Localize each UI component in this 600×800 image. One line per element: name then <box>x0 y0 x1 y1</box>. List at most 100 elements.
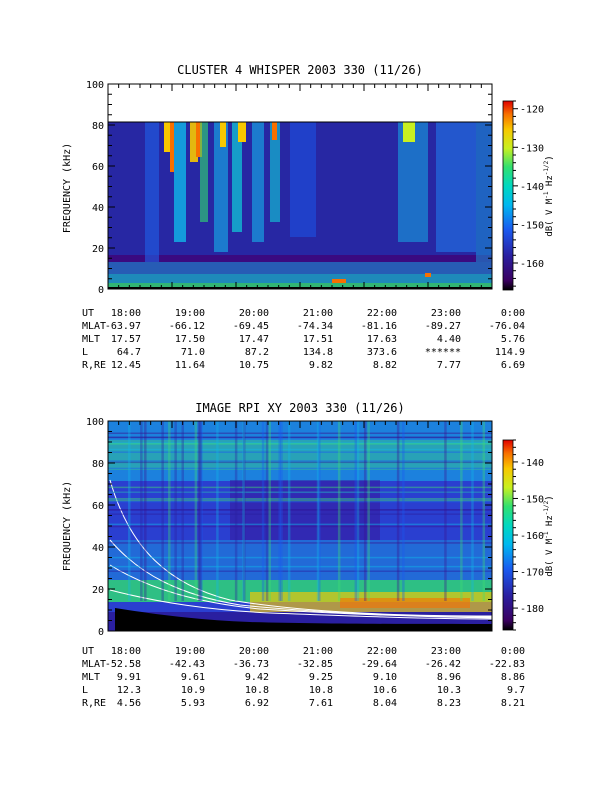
ephemeris-row-label: UT <box>82 646 94 657</box>
colorbar-tick-label: -120 <box>520 105 544 116</box>
emission-burst <box>270 122 280 222</box>
ephemeris-value: -69.45 <box>233 321 269 332</box>
spectrogram-area <box>108 421 493 631</box>
image-rpi-panel: IMAGE RPI XY 2003 330 (11/26) FREQUENCY … <box>62 401 555 709</box>
y-tick-label: 40 <box>92 543 104 554</box>
interference-stripe <box>181 421 184 601</box>
ephemeris-value: 17.57 <box>111 334 141 345</box>
interference-stripe <box>242 421 246 601</box>
interference-stripe <box>108 509 492 511</box>
y-tick-label: 0 <box>98 285 104 296</box>
ephemeris-value: 10.9 <box>181 685 205 696</box>
emission-burst <box>436 122 476 252</box>
emission-burst <box>272 122 277 140</box>
interference-stripe <box>265 421 269 601</box>
interference-stripe <box>108 436 492 439</box>
ephemeris-value: -89.27 <box>425 321 461 332</box>
interference-stripe <box>140 421 143 601</box>
y-tick-label: 40 <box>92 203 104 214</box>
ephemeris-value: 64.7 <box>117 347 141 358</box>
ephemeris-value: -76.04 <box>489 321 525 332</box>
upper-band <box>108 421 492 481</box>
ephemeris-value: 8.96 <box>437 672 461 683</box>
ephemeris-value: 20:00 <box>239 646 269 657</box>
ephemeris-row-label: MLAT <box>82 321 106 332</box>
ephemeris-row-label: MLT <box>82 334 100 345</box>
interference-stripe <box>108 556 492 559</box>
interference-stripe <box>108 432 492 435</box>
interference-stripe <box>144 421 147 601</box>
interference-stripe <box>108 448 492 451</box>
interference-stripe <box>108 486 492 489</box>
ephemeris-value: 21:00 <box>303 308 333 319</box>
mid-band <box>108 540 492 580</box>
interference-stripe <box>216 421 219 601</box>
emission-burst <box>252 122 264 242</box>
interference-stripe <box>354 421 358 601</box>
ephemeris-value: 9.91 <box>117 672 141 683</box>
interference-stripe <box>108 443 492 445</box>
y-tick-label: 100 <box>86 80 104 91</box>
ephemeris-value: 10.75 <box>239 360 269 371</box>
plasma-cutoff-trace <box>115 608 492 631</box>
ephemeris-value: 9.7 <box>507 685 525 696</box>
low-emission-band <box>108 274 492 283</box>
interference-stripe <box>108 498 492 500</box>
interference-stripe <box>367 421 370 601</box>
emission-burst <box>164 122 170 152</box>
model-curve <box>109 479 493 617</box>
ephemeris-value: 17.47 <box>239 334 269 345</box>
ephemeris-value: 114.9 <box>495 347 525 358</box>
model-curve <box>109 589 493 620</box>
interference-stripe <box>402 421 405 601</box>
interference-stripe <box>396 421 400 601</box>
ephemeris-value: 19:00 <box>175 308 205 319</box>
colorbar <box>502 439 514 631</box>
colorbar-tick-label: -150 <box>520 494 544 505</box>
interference-stripe <box>108 509 492 511</box>
interference-stripe <box>108 513 492 515</box>
ephemeris-row-label: R,RE <box>82 698 106 709</box>
interference-stripe <box>318 421 321 601</box>
interference-stripe <box>460 421 463 601</box>
interference-stripe <box>108 570 492 572</box>
ephemeris-value: 8.04 <box>373 698 397 709</box>
interference-stripe <box>108 436 492 438</box>
interference-stripe <box>108 523 492 526</box>
emission-burst <box>200 122 208 222</box>
y-axis-label: FREQUENCY (kHz) <box>62 143 73 233</box>
ephemeris-value: -22.83 <box>489 659 525 670</box>
interference-stripe <box>108 491 492 493</box>
colorbar-tick-label: -130 <box>520 143 544 154</box>
emission-burst <box>214 122 228 252</box>
emission-burst <box>145 122 159 262</box>
ephemeris-row-label: MLAT <box>82 659 106 670</box>
colorbar-tick-label: -160 <box>520 259 544 270</box>
emission-burst <box>238 122 246 142</box>
y-tick-label: 60 <box>92 501 104 512</box>
interference-stripe <box>200 421 203 601</box>
ephemeris-value: 20:00 <box>239 308 269 319</box>
emission-burst <box>290 122 316 237</box>
ephemeris-value: 8.21 <box>501 698 525 709</box>
ephemeris-value: 12.3 <box>117 685 141 696</box>
ephemeris-value: 0:00 <box>501 308 525 319</box>
ephemeris-value: 23:00 <box>431 308 461 319</box>
y-tick-label: 80 <box>92 459 104 470</box>
ephemeris-row-label: L <box>82 685 88 696</box>
colorbar-ticks: -140 -150 -160 -170 -180 <box>513 439 544 631</box>
ephemeris-value: -63.97 <box>105 321 141 332</box>
interference-stripe <box>108 491 492 494</box>
interference-stripe <box>161 421 164 601</box>
interference-stripe <box>316 421 320 601</box>
ephemeris-value: 10.8 <box>309 685 333 696</box>
ephemeris-value: 18:00 <box>111 308 141 319</box>
ephemeris-value: 7.77 <box>437 360 461 371</box>
ephemeris-value: 8.82 <box>373 360 397 371</box>
model-curve <box>109 564 493 619</box>
interference-stripe <box>108 525 492 528</box>
ephemeris-value: 134.8 <box>303 347 333 358</box>
ephemeris-value: -26.42 <box>425 659 461 670</box>
interference-stripe <box>482 421 486 601</box>
